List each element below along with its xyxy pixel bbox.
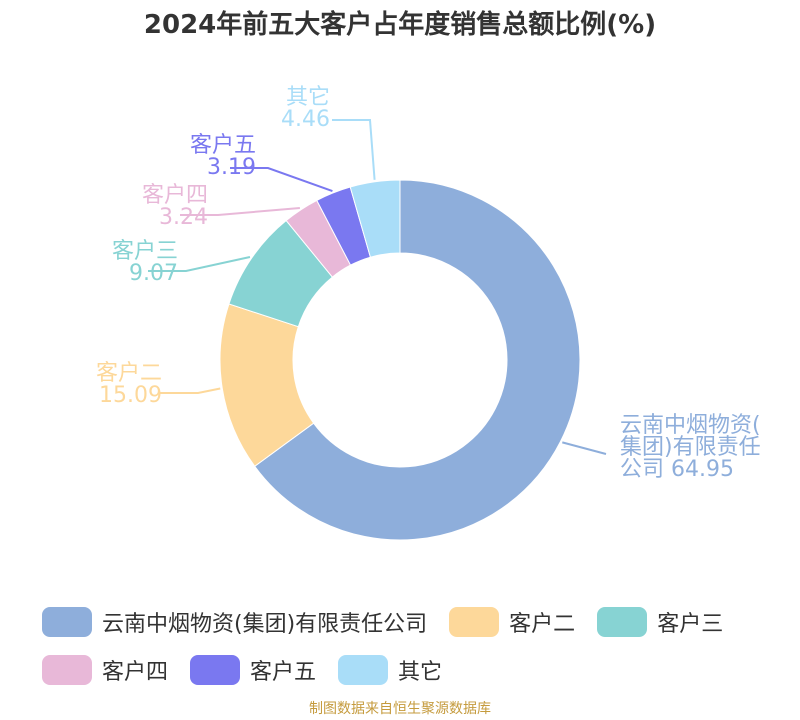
source-note: 制图数据来自恒生聚源数据库 [309, 701, 491, 717]
donut-chart: 云南中烟物资(集团)有限责任公司 64.95 客户二 15.09 客户三 9.07 客户四… [96, 85, 761, 541]
leader-line [562, 441, 607, 455]
legend-label: 客户四 [102, 660, 169, 685]
donut-slice[interactable] [349, 179, 401, 258]
leader-line [148, 256, 251, 272]
legend: 云南中烟物资(集团)有限责任公司 客户二 客户三客户四 客户五 其它 [42, 604, 782, 688]
data-label: 客户二 15.09 [96, 361, 162, 408]
donut-slice[interactable] [254, 179, 581, 541]
legend-label: 云南中烟物资(集团)有限责任公司 [102, 612, 428, 637]
legend-swatch [42, 607, 92, 637]
legend-item[interactable]: 客户二 [449, 604, 575, 640]
leader-line [180, 207, 300, 216]
data-label: 云南中烟物资(集团)有限责任公司 64.95 [620, 413, 761, 482]
data-label: 其它 4.46 [281, 85, 330, 132]
chart-title: 2024年前五大客户占年度销售总额比例(%) [143, 10, 657, 40]
legend-item[interactable]: 客户四 [42, 652, 168, 688]
legend-label: 其它 [398, 660, 443, 685]
leader-line [332, 119, 376, 180]
legend-swatch [190, 655, 241, 685]
legend-label: 客户二 [509, 612, 576, 637]
legend-swatch [338, 655, 389, 685]
legend-label: 客户五 [250, 660, 317, 685]
legend-label: 客户三 [657, 612, 724, 637]
leader-line [230, 167, 333, 192]
data-label: 客户四 3.24 [142, 183, 208, 230]
legend-swatch [597, 607, 648, 637]
legend-item[interactable]: 其它 [338, 652, 442, 688]
leader-line [160, 387, 221, 394]
legend-swatch [42, 655, 92, 685]
data-label: 客户三 9.07 [112, 239, 178, 286]
legend-swatch [449, 607, 500, 637]
legend-item[interactable]: 云南中烟物资(集团)有限责任公司 [42, 604, 427, 640]
legend-item[interactable]: 客户三 [597, 604, 723, 640]
legend-item[interactable]: 客户五 [190, 652, 316, 688]
data-label: 客户五 3.19 [190, 133, 256, 180]
